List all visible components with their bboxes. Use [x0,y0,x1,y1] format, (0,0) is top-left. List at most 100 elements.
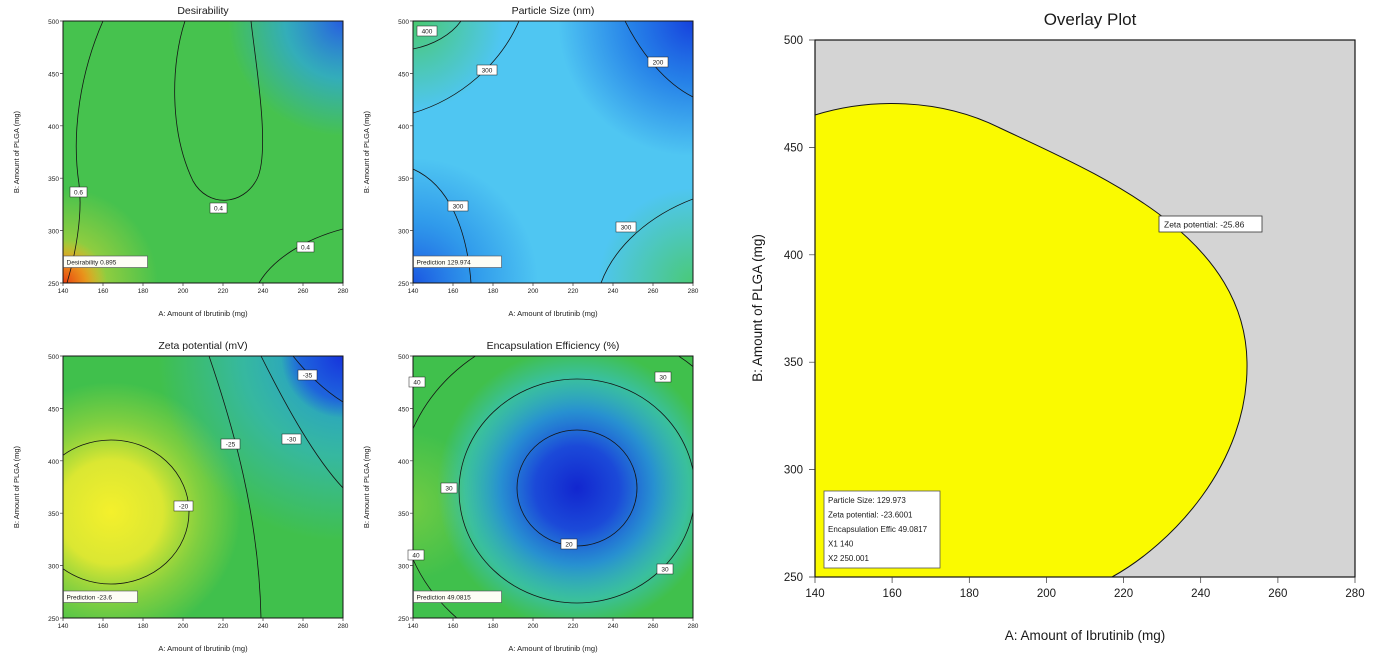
x-tick-labels: 140 160 180 200 220 240 260 280 [57,623,348,630]
prediction-flag[interactable]: Prediction -23.6 [62,590,138,603]
y-tick-label: 300 [398,564,409,571]
prediction-flag[interactable]: Prediction 129.974 [412,255,502,268]
x-tick-label: 280 [687,623,698,630]
y-tick-label: 250 [48,616,59,623]
x-tick-label: 260 [297,288,308,295]
y-axis-label: B: Amount of PLGA (mg) [12,445,21,528]
y-tick-label: 450 [784,142,803,154]
y-tick-label: 250 [784,572,803,584]
y-tick-label: 350 [48,176,59,183]
contour-label-text: -30 [286,437,296,444]
x-tick-label: 180 [137,288,148,295]
x-tick-marks [814,577,1356,583]
contour-label: -30 [281,433,301,445]
plot-area [62,21,343,283]
y-tick-label: 350 [398,511,409,518]
flag-line: Zeta potential: -23.6001 [828,511,913,520]
contour-label-text: -25 [225,442,235,449]
y-tick-label: 300 [784,465,803,477]
y-tick-label: 350 [784,357,803,369]
chart-title: Zeta potential (mV) [158,340,247,352]
y-tick-marks [409,355,413,619]
y-tick-marks [59,20,63,284]
plot-area [62,356,343,618]
x-tick-label: 280 [337,288,348,295]
prediction-flag[interactable]: Particle Size: 129.973 Zeta potential: -… [823,490,941,569]
chart-title: Overlay Plot [1044,10,1137,29]
plot-frame [814,39,1356,578]
y-tick-label: 300 [398,229,409,236]
y-tick-labels: 500 450 400 350 300 250 [398,354,409,623]
prediction-flag[interactable]: Prediction 49.0815 [412,590,502,603]
contour-label-text: 40 [412,553,420,560]
contour-label-text: 300 [452,204,463,211]
x-tick-label: 220 [567,623,578,630]
y-tick-label: 500 [48,354,59,361]
feasible-region [814,103,1248,578]
plot-frame [412,355,693,619]
x-tick-label: 160 [97,288,108,295]
plot-area [412,21,693,283]
x-tick-marks [412,283,693,286]
x-tick-labels: 140 160 180 200 220 240 260 280 [407,288,698,295]
x-tick-label: 260 [647,288,658,295]
plot-area [412,356,693,618]
response-surface-panel: Desirability 140 160 180 200 220 240 260 280 50… [3,1,699,669]
x-tick-label: 280 [1345,588,1364,600]
x-tick-label: 160 [883,588,902,600]
x-tick-label: 240 [257,623,268,630]
x-axis-label: A: Amount of Ibrutinib (mg) [508,644,598,653]
contour-label: 200 [647,56,668,68]
contour-label: -35 [297,369,317,381]
x-tick-label: 140 [805,588,824,600]
x-tick-label: 220 [567,288,578,295]
x-tick-label: 280 [687,288,698,295]
x-tick-label: 140 [407,623,418,630]
plot-frame [62,355,343,619]
contour-label: 30 [656,563,673,575]
x-tick-label: 260 [297,623,308,630]
x-axis-label: A: Amount of Ibrutinib (mg) [508,309,598,318]
x-tick-label: 260 [647,623,658,630]
y-axis-label: B: Amount of PLGA (mg) [362,110,371,193]
y-tick-label: 450 [48,71,59,78]
contour-label: 300 [476,64,497,76]
x-tick-label: 160 [97,623,108,630]
y-tick-marks [809,39,815,578]
y-tick-label: 400 [48,124,59,131]
contour-label-text: 200 [652,60,663,67]
x-tick-label: 260 [1268,588,1287,600]
y-tick-label: 350 [48,511,59,518]
plot-frame [62,20,343,284]
overlay-plot: Overlay Plot 140 160 180 200 220 240 260 280 50… [750,10,1365,643]
y-tick-label: 400 [398,459,409,466]
flag-line: X2 250.001 [828,554,869,563]
x-tick-label: 140 [407,288,418,295]
contour-label-text: 400 [421,29,432,36]
contour-label-text: 0.6 [73,190,82,197]
x-tick-label: 200 [177,288,188,295]
contour-label-text: 300 [481,68,492,75]
x-tick-label: 140 [57,288,68,295]
desirability-flag[interactable]: Desirability 0.895 [62,255,148,268]
contour-label-text: 30 [659,375,667,382]
x-tick-label: 200 [177,623,188,630]
y-tick-label: 350 [398,176,409,183]
zeta-potential-constraint-flag[interactable]: Zeta potential: -25.86 [1158,215,1263,233]
x-tick-label: 200 [1037,588,1056,600]
x-tick-label: 220 [1114,588,1133,600]
y-axis-label: B: Amount of PLGA (mg) [12,110,21,193]
contour-label-text: 0.4 [213,206,222,213]
chart-title: Encapsulation Efficiency (%) [486,340,619,352]
contour-label: 300 [447,200,468,212]
flag-text: Zeta potential: -25.86 [1164,220,1245,230]
contour-label-text: 0.4 [300,245,309,252]
desirability-plot-cell: Desirability 140 160 180 200 220 240 260 280 50… [3,1,349,334]
zeta-potential-plot-cell: Zeta potential (mV) 140 160 180 200 220 240 26… [3,336,349,669]
contour-label-text: -20 [178,504,188,511]
contour-label: 0.6 [69,186,87,198]
contour-label: 20 [560,538,577,550]
y-tick-label: 250 [48,281,59,288]
contour-label: 30 [440,482,457,494]
x-axis-label: A: Amount of Ibrutinib (mg) [1005,628,1166,643]
